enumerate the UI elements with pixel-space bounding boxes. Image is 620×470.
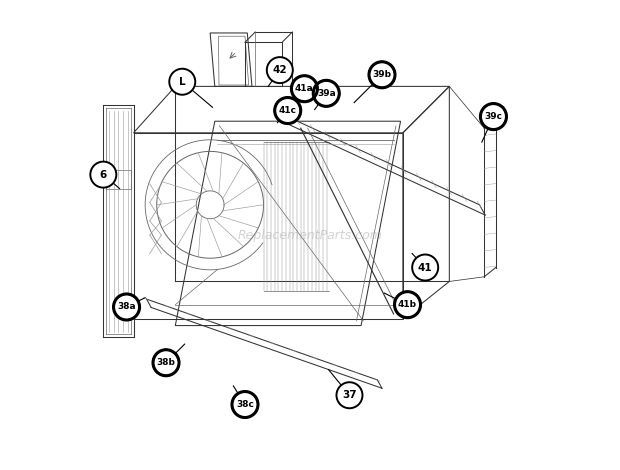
Circle shape <box>113 294 140 320</box>
Text: 41b: 41b <box>398 300 417 309</box>
Text: 6: 6 <box>100 170 107 180</box>
Text: 38c: 38c <box>236 400 254 409</box>
Circle shape <box>232 392 258 417</box>
Circle shape <box>153 350 179 376</box>
Text: 38b: 38b <box>157 358 175 367</box>
Circle shape <box>267 57 293 83</box>
Text: 39c: 39c <box>484 112 502 121</box>
Text: 37: 37 <box>342 390 356 400</box>
Circle shape <box>394 292 420 318</box>
Text: 39b: 39b <box>373 70 391 79</box>
Text: 41a: 41a <box>295 84 314 93</box>
Text: 41: 41 <box>418 263 433 273</box>
Circle shape <box>480 103 507 130</box>
Text: L: L <box>179 77 185 87</box>
Text: 38a: 38a <box>117 303 136 312</box>
Text: 41c: 41c <box>279 106 297 115</box>
Text: ReplacementParts.com: ReplacementParts.com <box>237 228 383 242</box>
Text: 39a: 39a <box>317 89 335 98</box>
Circle shape <box>169 69 195 95</box>
Text: 42: 42 <box>273 65 287 75</box>
Circle shape <box>291 76 317 102</box>
Circle shape <box>275 97 301 124</box>
Circle shape <box>412 255 438 281</box>
Circle shape <box>313 80 339 106</box>
Circle shape <box>369 62 395 88</box>
Circle shape <box>91 162 117 188</box>
Circle shape <box>337 382 363 408</box>
